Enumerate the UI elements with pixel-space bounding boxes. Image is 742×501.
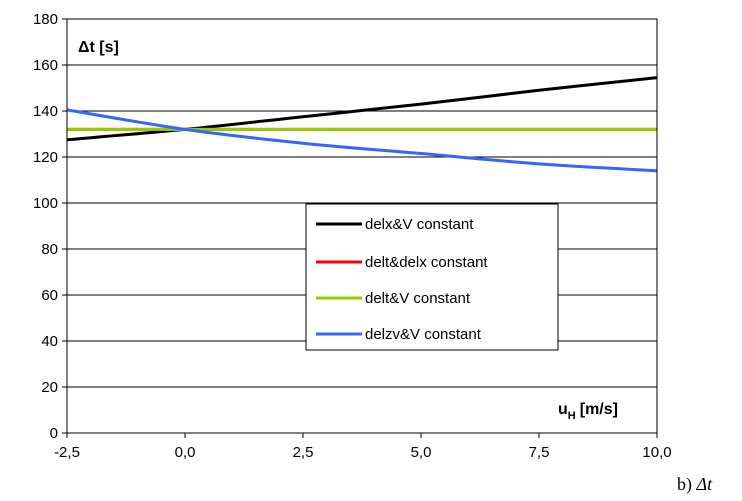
y-tick-label: 40 <box>41 333 58 350</box>
y-tick-label: 20 <box>41 379 58 396</box>
y-tick-label: 80 <box>41 241 58 258</box>
y-axis-ticks: 0 20 40 60 80 100 120 140 160 180 <box>33 11 67 442</box>
y-tick-label: 0 <box>50 425 58 442</box>
legend-label-1: delx&V constant <box>365 216 474 233</box>
y-tick-label: 180 <box>33 11 58 28</box>
caption-prefix: b) <box>677 474 692 495</box>
x-tick-label: 10,0 <box>642 444 671 461</box>
x-axis-title-main: u <box>558 401 568 418</box>
x-tick-label: 5,0 <box>411 444 432 461</box>
plot-area-border <box>66 18 658 434</box>
legend: delx&V constant delt&delx constant delt&V … <box>305 203 559 351</box>
series-line-4 <box>66 108 658 173</box>
y-tick-label: 120 <box>33 149 58 166</box>
x-axis-title-subscript: H <box>568 410 576 422</box>
legend-label-3: delt&V constant <box>365 290 471 307</box>
x-tick-label: 0,0 <box>175 444 196 461</box>
x-axis-ticks: -2,5 0,0 2,5 5,0 7,5 10,0 <box>54 433 672 461</box>
x-tick-label: 2,5 <box>293 444 314 461</box>
legend-label-2: delt&delx constant <box>365 254 488 271</box>
series-lines <box>66 76 658 173</box>
y-axis-title: Δt [s] <box>78 39 119 56</box>
legend-box <box>305 203 559 351</box>
x-axis-title-unit: [m/s] <box>580 401 618 418</box>
figure-caption: b) Δt <box>677 474 713 495</box>
legend-label-4: delzv&V constant <box>365 326 482 343</box>
y-tick-label: 140 <box>33 103 58 120</box>
x-tick-label: -2,5 <box>54 444 80 461</box>
caption-symbol: Δt <box>696 474 714 494</box>
x-tick-label: 7,5 <box>529 444 550 461</box>
x-axis-title: uH [m/s] <box>558 401 618 422</box>
y-tick-label: 60 <box>41 287 58 304</box>
y-tick-label: 100 <box>33 195 58 212</box>
y-tick-label: 160 <box>33 57 58 74</box>
